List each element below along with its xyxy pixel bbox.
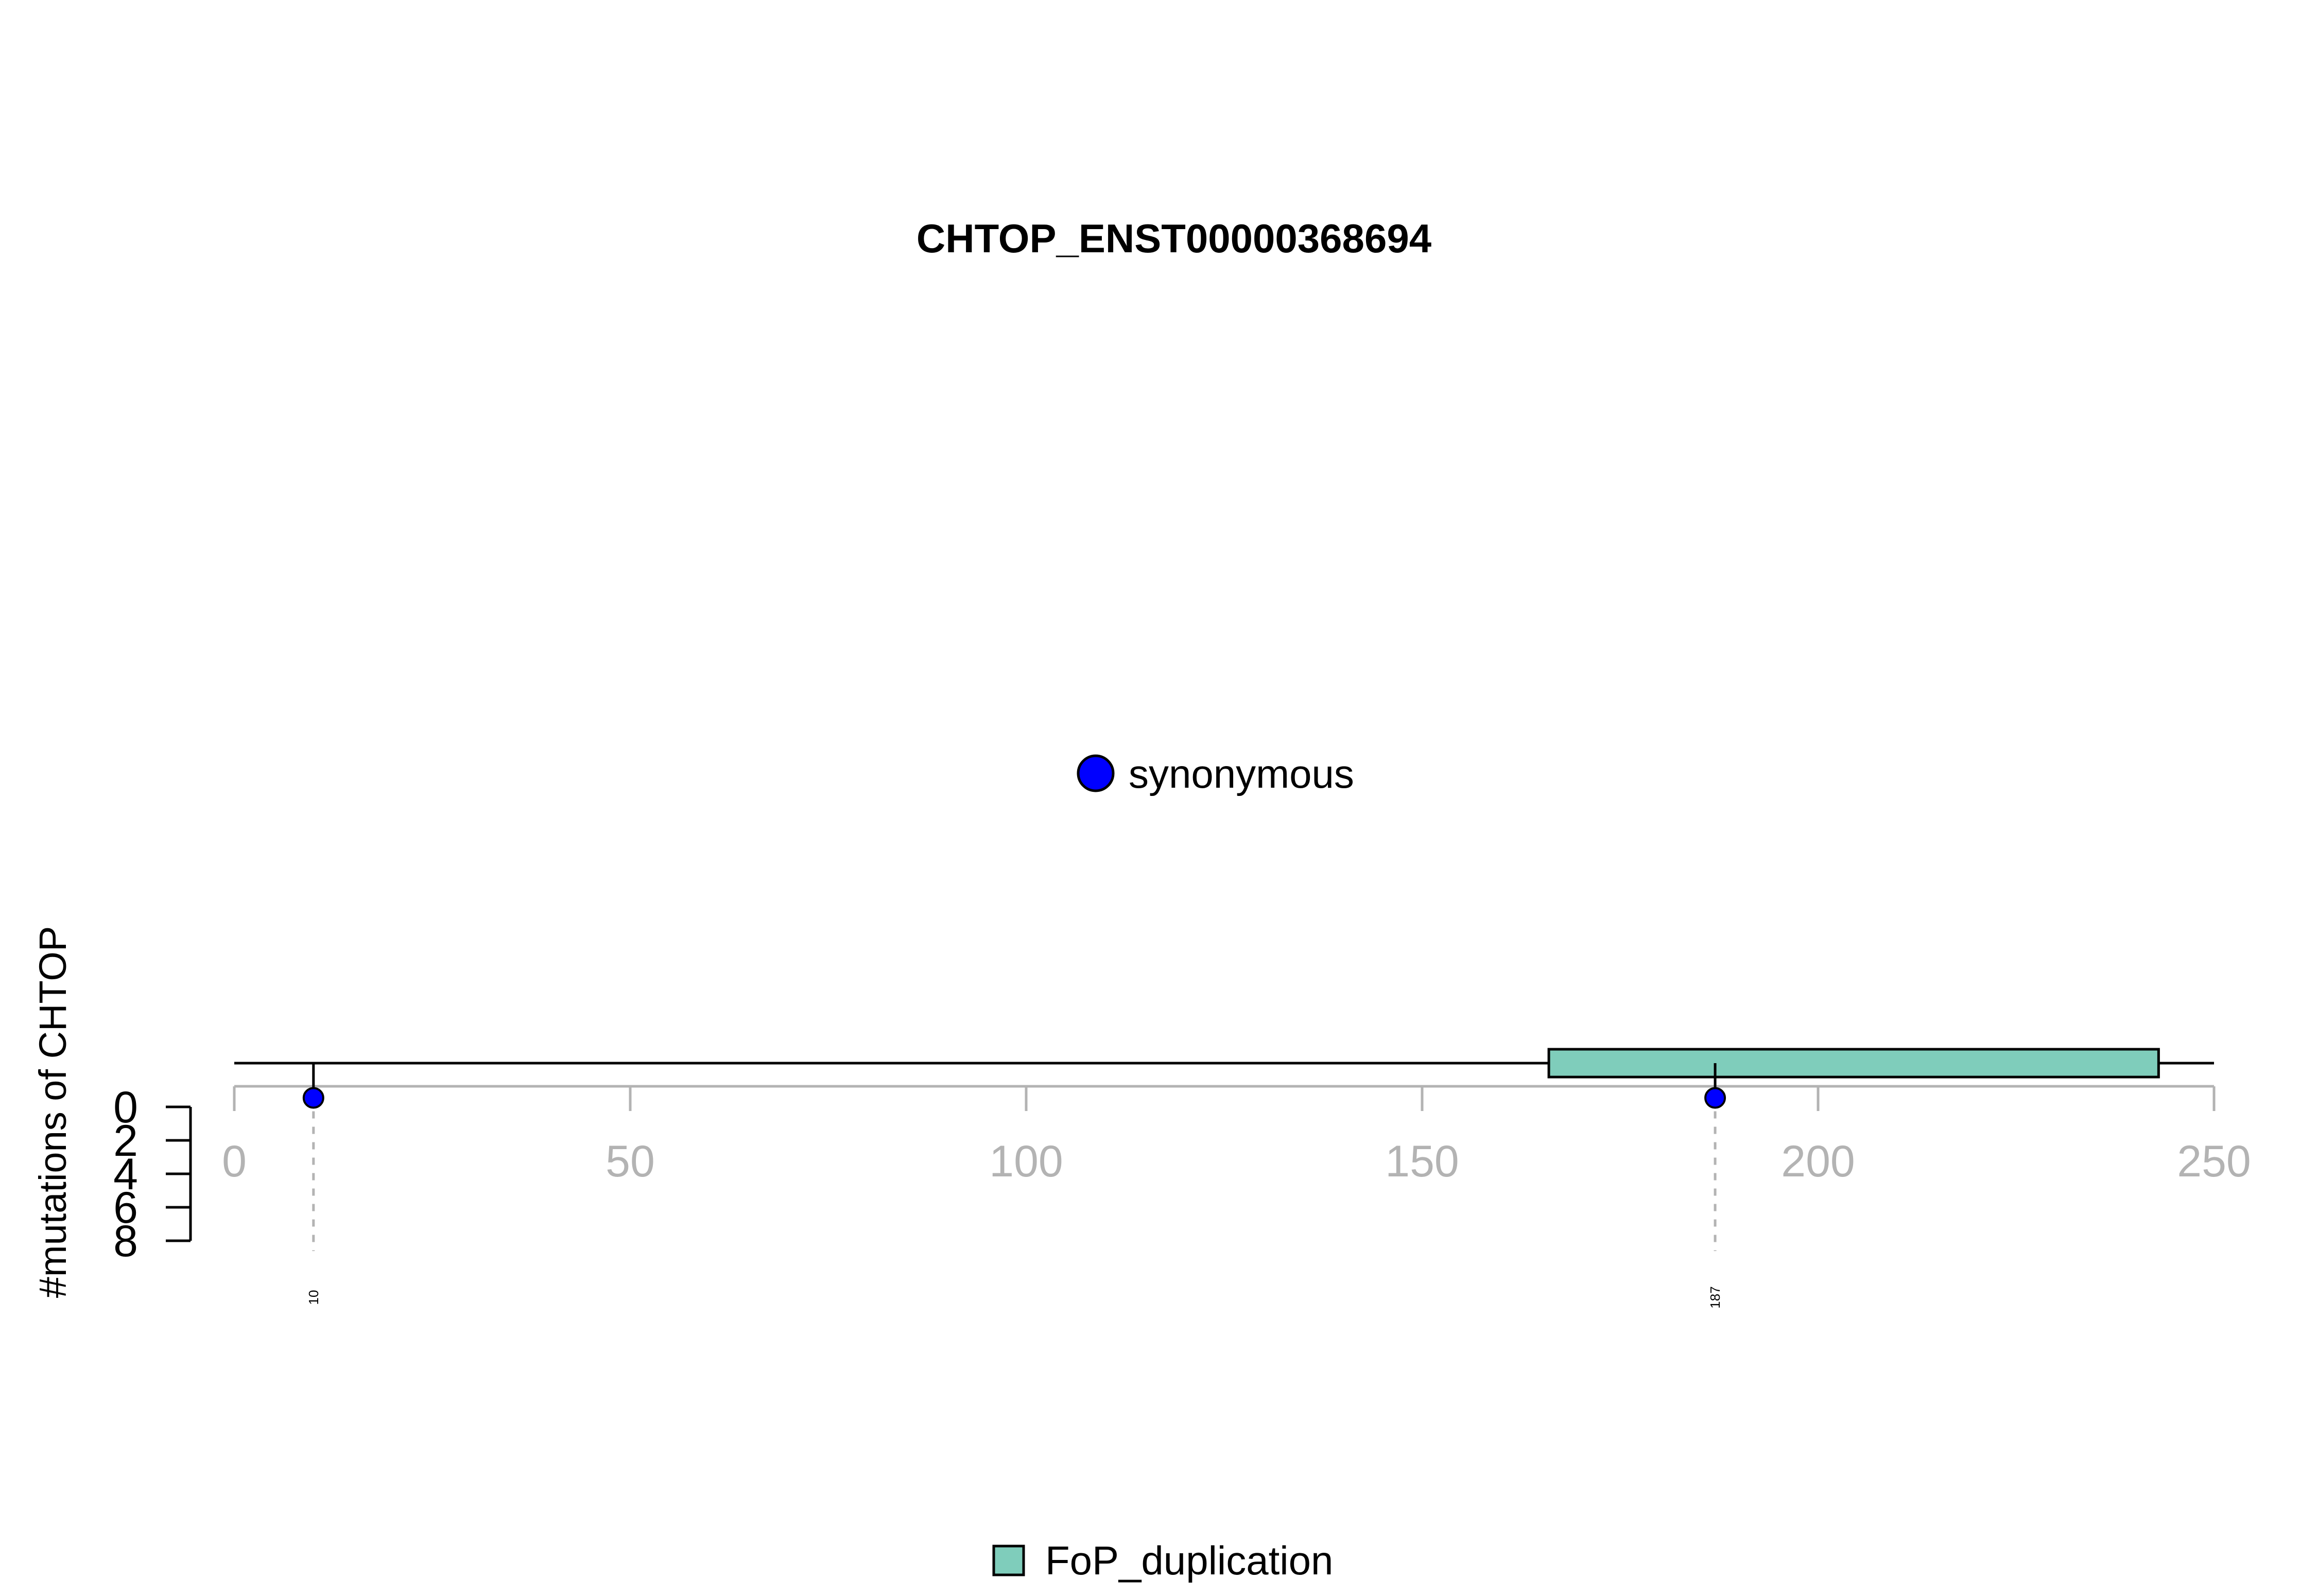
mutation-point-10 bbox=[302, 1087, 324, 1109]
x-tick-label-150: 150 bbox=[1385, 1137, 1459, 1186]
x-tick-label-0: 0 bbox=[222, 1137, 247, 1186]
y-tick-label-6: 6 bbox=[113, 1183, 138, 1233]
y-tick-label-4: 4 bbox=[113, 1150, 138, 1199]
mutation-legend-label: synonymous bbox=[1129, 751, 1354, 796]
mutation-legend: synonymous bbox=[1077, 751, 1354, 796]
x-tick-label-250: 250 bbox=[2177, 1137, 2251, 1186]
y-tick-label-8: 8 bbox=[113, 1217, 138, 1266]
y-axis-label: #mutations of CHTOP bbox=[31, 926, 74, 1298]
mutation-legend-marker bbox=[1077, 754, 1115, 792]
domain-legend: FoP_duplication bbox=[992, 1538, 1333, 1583]
y-tick-label-2: 2 bbox=[113, 1116, 138, 1166]
mutation-position-label-187: 187 bbox=[1707, 1286, 1723, 1308]
domain-FoP_duplication bbox=[1547, 1048, 2160, 1079]
x-tick-label-100: 100 bbox=[989, 1137, 1063, 1186]
chart-title: CHTOP_ENST00000368694 bbox=[917, 216, 1431, 261]
mutation-position-label-10: 10 bbox=[306, 1290, 321, 1305]
x-tick-label-200: 200 bbox=[1781, 1137, 1855, 1186]
domain-legend-swatch bbox=[992, 1545, 1025, 1576]
domain-layer bbox=[1547, 1048, 2160, 1079]
mutation-layer: 10 187 bbox=[302, 1063, 1726, 1309]
domain-legend-label: FoP_duplication bbox=[1045, 1538, 1333, 1583]
mutation-point-187 bbox=[1704, 1087, 1726, 1109]
x-tick-label-50: 50 bbox=[606, 1137, 655, 1186]
y-tick-label-0: 0 bbox=[113, 1083, 138, 1132]
x-axis: 0 50 100 150 200 250 bbox=[222, 1085, 2251, 1186]
